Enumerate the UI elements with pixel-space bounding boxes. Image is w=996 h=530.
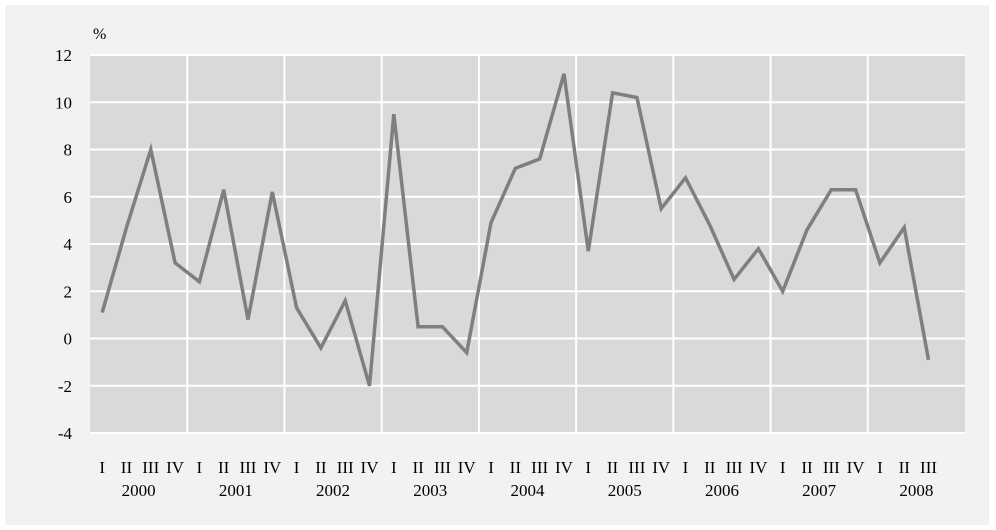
- x-quarter-label: IV: [361, 458, 380, 477]
- y-tick-label: 8: [64, 141, 73, 160]
- x-quarter-label: II: [121, 458, 133, 477]
- y-tick-label: -4: [58, 424, 73, 443]
- x-year-label: 2005: [608, 481, 642, 500]
- x-quarter-label: III: [337, 458, 354, 477]
- x-quarter-label: IV: [458, 458, 477, 477]
- x-year-label: 2003: [413, 481, 447, 500]
- x-year-label: 2007: [802, 481, 837, 500]
- x-quarter-label: I: [294, 458, 300, 477]
- x-quarter-label: I: [683, 458, 689, 477]
- x-quarter-label: II: [899, 458, 911, 477]
- chart-frame: -4 -2 0 2 4 6 8 10 12 % I II III IV I II III IV I II III IV…: [5, 5, 989, 525]
- x-quarter-label: III: [920, 458, 937, 477]
- x-quarter-label: III: [142, 458, 159, 477]
- y-tick-label: 4: [64, 235, 73, 254]
- x-year-label: 2008: [899, 481, 933, 500]
- x-quarter-label: I: [488, 458, 494, 477]
- y-tick-label: 12: [55, 46, 72, 65]
- x-year-label: 2002: [316, 481, 350, 500]
- x-quarter-label: III: [628, 458, 645, 477]
- x-quarter-label: IV: [847, 458, 866, 477]
- data-series: [100, 73, 931, 387]
- x-quarter-label: I: [99, 458, 105, 477]
- x-year-label: 2001: [219, 481, 253, 500]
- x-quarter-label: I: [197, 458, 203, 477]
- series-line: [100, 73, 931, 387]
- x-axis-quarter-labels: I II III IV I II III IV I II III IV I II III IV I II III IV…: [99, 458, 937, 477]
- x-quarter-label: IV: [166, 458, 185, 477]
- y-tick-label: 10: [55, 93, 72, 112]
- y-tick-label: 2: [64, 282, 73, 301]
- x-quarter-label: III: [823, 458, 840, 477]
- x-year-label: 2006: [705, 481, 739, 500]
- x-quarter-label: III: [434, 458, 451, 477]
- x-quarter-label: IV: [555, 458, 574, 477]
- y-tick-label: 6: [64, 188, 73, 207]
- x-quarter-label: II: [607, 458, 619, 477]
- horizontal-gridlines: [90, 54, 965, 434]
- x-quarter-label: II: [412, 458, 424, 477]
- x-year-label: 2004: [511, 481, 546, 500]
- y-axis-tick-labels: -4 -2 0 2 4 6 8 10 12: [55, 46, 73, 443]
- x-quarter-label: II: [801, 458, 813, 477]
- x-axis-year-labels: 2000 2001 2002 2003 2004 2005 2006 2007 2008: [122, 481, 934, 500]
- x-quarter-label: III: [531, 458, 548, 477]
- x-quarter-label: II: [510, 458, 522, 477]
- y-tick-label: 0: [64, 330, 73, 349]
- x-quarter-label: IV: [652, 458, 671, 477]
- x-quarter-label: I: [877, 458, 883, 477]
- x-quarter-label: I: [780, 458, 786, 477]
- x-year-label: 2000: [122, 481, 156, 500]
- x-quarter-label: III: [239, 458, 256, 477]
- x-quarter-label: II: [218, 458, 230, 477]
- x-quarter-label: IV: [749, 458, 768, 477]
- x-quarter-label: II: [315, 458, 327, 477]
- x-quarter-label: II: [704, 458, 716, 477]
- y-tick-label: -2: [58, 377, 72, 396]
- x-quarter-label: III: [726, 458, 743, 477]
- x-quarter-label: I: [391, 458, 397, 477]
- y-axis-unit-label: %: [93, 26, 106, 43]
- x-quarter-label: I: [585, 458, 591, 477]
- x-quarter-label: IV: [263, 458, 282, 477]
